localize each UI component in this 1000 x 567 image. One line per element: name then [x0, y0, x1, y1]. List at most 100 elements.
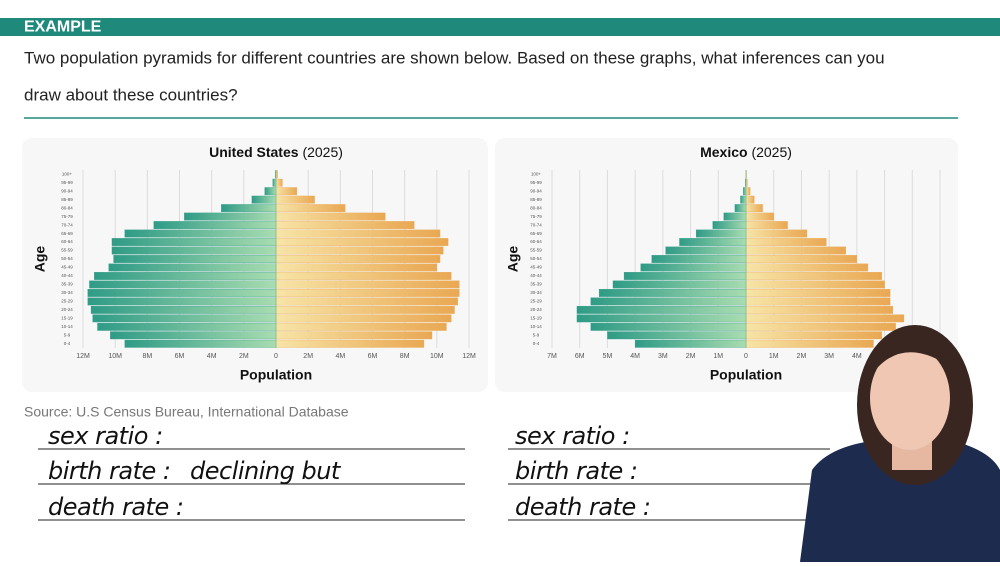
x-tick-label: 2M	[797, 353, 807, 360]
bar	[746, 238, 826, 245]
bar	[276, 315, 451, 322]
bar	[746, 196, 754, 203]
bar	[746, 340, 873, 347]
x-tick-label: 3M	[824, 353, 834, 360]
bar	[746, 213, 774, 220]
y-tick-label: 65-69	[530, 231, 542, 236]
bar	[88, 298, 276, 305]
bar	[635, 340, 746, 347]
bar	[607, 332, 746, 339]
chart-title-main: Mexico	[700, 144, 747, 160]
bar	[276, 230, 440, 237]
y-tick-label: 100+	[62, 171, 73, 176]
y-tick-label: 0-4	[533, 341, 540, 346]
bar	[746, 204, 763, 211]
note-label: sex ratio :	[515, 422, 630, 450]
bar	[746, 272, 882, 279]
bar	[184, 213, 276, 220]
y-tick-label: 25-29	[61, 299, 73, 304]
x-tick-label: 2M	[303, 353, 313, 360]
bar	[276, 196, 315, 203]
header-bar	[0, 18, 1000, 36]
question-text: draw about these countries?	[24, 85, 238, 104]
bar	[97, 323, 276, 330]
y-tick-label: 30-34	[530, 290, 542, 295]
y-tick-label: 15-19	[530, 316, 542, 321]
x-tick-label: 4M	[852, 353, 862, 360]
bar	[265, 187, 276, 194]
y-tick-label: 5-9	[64, 332, 71, 337]
y-tick-label: 50-54	[61, 256, 73, 261]
bar	[735, 204, 746, 211]
header-label: EXAMPLE	[24, 19, 102, 36]
chart-subtitle: (2025)	[751, 144, 791, 160]
bar	[276, 179, 282, 186]
bar	[252, 196, 276, 203]
x-tick-label: 6M	[575, 353, 585, 360]
bar	[746, 281, 885, 288]
bar	[112, 238, 276, 245]
y-tick-label: 85-89	[61, 197, 73, 202]
y-tick-label: 75-79	[61, 214, 73, 219]
y-tick-label: 10-14	[530, 324, 542, 329]
bar	[652, 255, 746, 262]
x-tick-label: 8M	[400, 353, 410, 360]
y-tick-label: 85-89	[530, 197, 542, 202]
bar	[276, 289, 459, 296]
y-tick-label: 80-84	[61, 205, 73, 210]
y-tick-label: 65-69	[61, 231, 73, 236]
bar	[746, 306, 893, 313]
x-tick-label: 1M	[713, 353, 723, 360]
bar	[89, 281, 276, 288]
bar	[641, 264, 746, 271]
bar	[591, 323, 746, 330]
y-tick-label: 25-29	[530, 299, 542, 304]
bar	[746, 323, 896, 330]
y-tick-label: 55-59	[530, 248, 542, 253]
bar	[276, 255, 440, 262]
y-tick-label: 15-19	[61, 316, 73, 321]
bar	[125, 340, 276, 347]
y-tick-label: 95-99	[530, 180, 542, 185]
bar	[276, 221, 414, 228]
chart-subtitle: (2025)	[302, 144, 342, 160]
y-tick-label: 35-39	[61, 282, 73, 287]
y-tick-label: 20-24	[530, 307, 542, 312]
y-axis-label: Age	[32, 246, 48, 273]
x-axis-label: Population	[240, 367, 312, 383]
bar	[746, 230, 807, 237]
bar	[724, 213, 746, 220]
y-tick-label: 30-34	[61, 290, 73, 295]
y-tick-label: 60-64	[61, 239, 73, 244]
bar	[746, 289, 890, 296]
bar	[591, 298, 746, 305]
y-tick-label: 70-74	[61, 222, 73, 227]
bar	[679, 238, 746, 245]
y-tick-label: 40-44	[61, 273, 73, 278]
bar	[624, 272, 746, 279]
y-tick-label: 55-59	[61, 248, 73, 253]
note-label: birth rate :	[515, 457, 637, 485]
bar	[746, 264, 868, 271]
bar	[740, 196, 746, 203]
y-tick-label: 90-94	[530, 188, 542, 193]
bar	[276, 323, 446, 330]
y-axis-label: Age	[505, 246, 521, 273]
x-tick-label: 10M	[430, 353, 444, 360]
y-tick-label: 10-14	[61, 324, 73, 329]
bar	[276, 272, 451, 279]
y-tick-label: 80-84	[530, 205, 542, 210]
note-label: death rate :	[515, 493, 650, 521]
y-tick-label: 100+	[531, 171, 542, 176]
chart-title: Mexico (2025)	[700, 144, 792, 160]
bar	[276, 213, 385, 220]
x-tick-label: 1M	[769, 353, 779, 360]
note-label: birth rate :	[48, 457, 170, 485]
bar	[154, 221, 276, 228]
x-tick-label: 12M	[462, 353, 476, 360]
bar	[599, 289, 746, 296]
x-tick-label: 2M	[239, 353, 249, 360]
bar	[125, 230, 276, 237]
